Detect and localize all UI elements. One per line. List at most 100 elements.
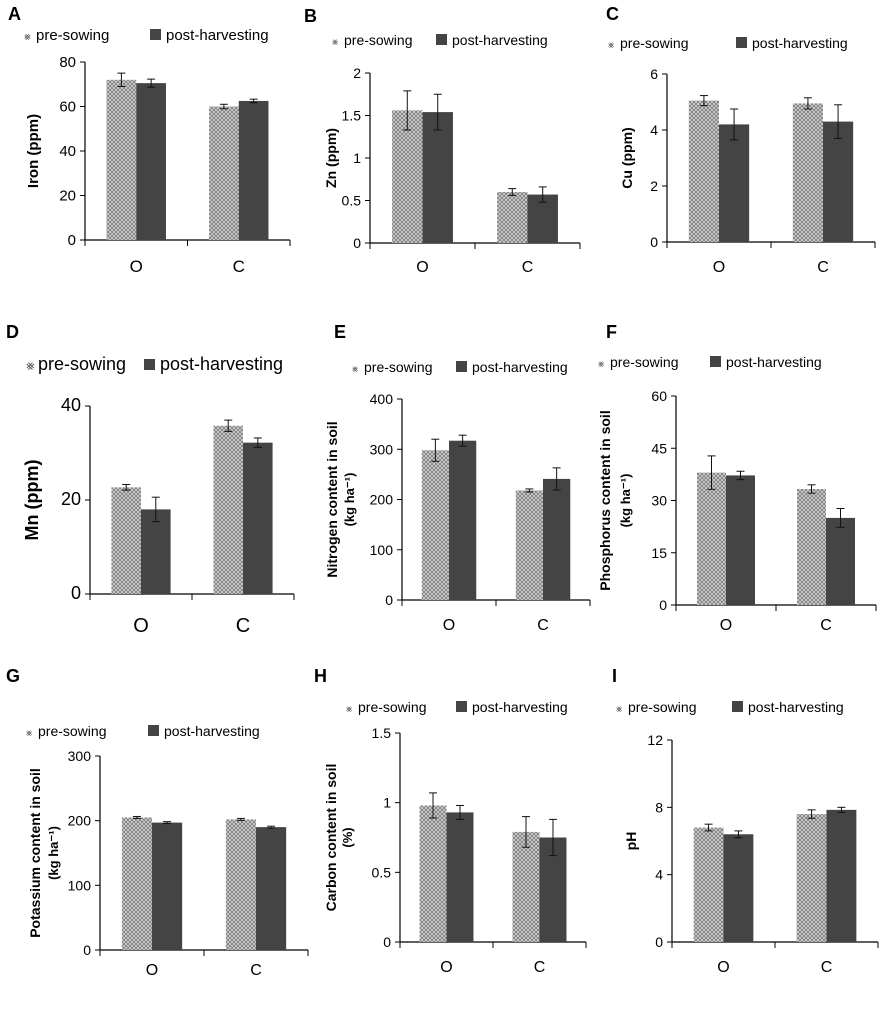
legend-swatch-post-harvesting bbox=[148, 725, 159, 736]
legend-swatch-pre-sowing-glyph: ⨳ bbox=[332, 37, 338, 48]
panel-label: G bbox=[6, 666, 20, 686]
panel-label: C bbox=[606, 4, 619, 24]
x-category-label: O bbox=[720, 617, 732, 634]
legend-label-pre-sowing: pre-sowing bbox=[38, 354, 126, 374]
y-tick-label: 60 bbox=[651, 388, 667, 404]
legend-swatch-post-harvesting bbox=[150, 29, 161, 40]
panel-a: A⨳ pre-sowing post-harvesting 0 20 40 60 80 O C Ir… bbox=[8, 4, 291, 276]
bar-post-harvesting-c bbox=[823, 121, 854, 242]
bar-post-harvesting-o bbox=[446, 812, 474, 942]
y-tick-label: 4 bbox=[650, 122, 658, 138]
y-tick-label: 100 bbox=[68, 877, 92, 893]
bar-post-harvesting-o bbox=[152, 822, 183, 950]
y-axis-label: pH bbox=[623, 832, 639, 851]
bar-pre-sowing-c bbox=[225, 819, 256, 950]
panel-label: E bbox=[334, 322, 346, 342]
y-tick-label: 0 bbox=[71, 583, 81, 603]
bar-pre-sowing-c bbox=[497, 192, 528, 243]
y-axis-label: Nitrogen content in soil bbox=[324, 421, 340, 577]
panel-b: B ⨳ pre-sowing post-harvesting 0 0.5 1 1.5 2 O C Zn… bbox=[304, 6, 581, 276]
legend-swatch-post-harvesting bbox=[710, 356, 721, 367]
y-tick-label: 0.5 bbox=[372, 864, 392, 880]
x-category-label: C bbox=[817, 259, 829, 276]
y-axis-label: Phosphorus content in soil bbox=[597, 410, 613, 590]
legend-swatch-pre-sowing-glyph: ⨳ bbox=[352, 364, 358, 375]
legend-swatch-pre-sowing-glyph: ⨳ bbox=[346, 704, 352, 715]
bar-pre-sowing-c bbox=[515, 490, 543, 600]
y-tick-label: 20 bbox=[61, 489, 81, 509]
bar-post-harvesting-o bbox=[719, 124, 750, 242]
bar-post-harvesting-c bbox=[826, 517, 855, 605]
x-category-label: C bbox=[820, 617, 832, 634]
legend-label-pre-sowing: pre-sowing bbox=[628, 699, 696, 715]
y-axis-label-units: (%) bbox=[340, 827, 355, 847]
legend-label-post-harvesting: post-harvesting bbox=[164, 723, 260, 739]
legend-swatch-pre-sowing-glyph: ⨳ bbox=[598, 359, 604, 370]
x-category-label: C bbox=[236, 615, 250, 637]
y-tick-label: 300 bbox=[370, 441, 394, 457]
legend-label-pre-sowing: pre-sowing bbox=[620, 35, 688, 51]
legend-label-pre-sowing: pre-sowing bbox=[36, 27, 109, 44]
bar-post-harvesting-c bbox=[256, 827, 287, 950]
x-category-label: O bbox=[443, 617, 455, 634]
y-tick-label: 0 bbox=[385, 592, 393, 608]
y-axis-label: Potassium content in soil bbox=[27, 768, 43, 938]
bar-pre-sowing-o bbox=[392, 110, 423, 244]
y-axis-label-units: (kg ha⁻¹) bbox=[46, 826, 61, 880]
x-category-label: C bbox=[250, 962, 262, 979]
bar-pre-sowing-c bbox=[512, 831, 540, 942]
bar-pre-sowing-o bbox=[111, 487, 141, 594]
y-tick-label: 200 bbox=[68, 813, 92, 829]
x-category-label: O bbox=[130, 257, 143, 276]
y-axis-label-units: (kg ha⁻¹) bbox=[342, 473, 357, 527]
x-category-label: O bbox=[717, 959, 729, 976]
y-tick-label: 0 bbox=[383, 934, 391, 950]
y-tick-label: 1 bbox=[383, 795, 391, 811]
panel-h: H ⨳ pre-sowing post-harvesting 0 0.5 1 1.5 O C Car… bbox=[314, 666, 587, 976]
y-tick-label: 200 bbox=[370, 492, 394, 508]
x-category-label: C bbox=[821, 959, 833, 976]
y-tick-label: 2 bbox=[353, 65, 361, 81]
y-axis-label: Mn (ppm) bbox=[22, 460, 42, 541]
bar-pre-sowing-o bbox=[697, 472, 726, 605]
legend-label-pre-sowing: pre-sowing bbox=[364, 359, 432, 375]
panel-e: E ⨳ pre-sowing post-harvesting 0 100 200 300 400… bbox=[324, 322, 591, 634]
legend-swatch-post-harvesting bbox=[436, 34, 447, 45]
y-axis-label: Carbon content in soil bbox=[323, 764, 339, 912]
y-tick-label: 1 bbox=[353, 150, 361, 166]
panel-f: F ⨳ pre-sowing post-harvesting 0 15 30 45 60 O C Ph… bbox=[597, 322, 877, 634]
bar-post-harvesting-o bbox=[422, 112, 453, 243]
panel-label: B bbox=[304, 6, 317, 26]
y-tick-label: 400 bbox=[370, 391, 394, 407]
legend-swatch-post-harvesting bbox=[732, 701, 743, 712]
legend-label-pre-sowing: pre-sowing bbox=[358, 699, 426, 715]
y-tick-label: 40 bbox=[61, 395, 81, 415]
y-tick-label: 60 bbox=[59, 99, 76, 116]
y-tick-label: 1.5 bbox=[372, 725, 392, 741]
legend-swatch-post-harvesting bbox=[456, 701, 467, 712]
bar-pre-sowing-o bbox=[688, 100, 719, 242]
legend-label-pre-sowing: pre-sowing bbox=[610, 354, 678, 370]
y-tick-label: 6 bbox=[650, 66, 658, 82]
bar-pre-sowing-c bbox=[796, 814, 827, 942]
bar-pre-sowing-o bbox=[419, 805, 447, 942]
x-category-label: C bbox=[534, 959, 546, 976]
y-axis-label: Iron (ppm) bbox=[25, 114, 42, 188]
y-tick-label: 20 bbox=[59, 188, 76, 205]
panel-c: C ⨳ pre-sowing post-harvesting 0 2 4 6 O C Cu (ppm… bbox=[606, 4, 876, 276]
panel-i: I ⨳ pre-sowing post-harvesting 0 4 8 12 O CpH bbox=[612, 666, 879, 976]
bar-post-harvesting-c bbox=[543, 478, 571, 600]
legend-swatch-pre-sowing-glyph: ⨳ bbox=[26, 728, 32, 739]
y-axis-label: Cu (ppm) bbox=[619, 127, 635, 188]
y-tick-label: 2 bbox=[650, 178, 658, 194]
y-tick-label: 30 bbox=[651, 493, 667, 509]
x-category-label: C bbox=[233, 257, 245, 276]
y-tick-label: 0 bbox=[659, 597, 667, 613]
legend-label-post-harvesting: post-harvesting bbox=[748, 699, 844, 715]
legend-swatch-pre-sowing-glyph: ⨳ bbox=[608, 40, 614, 51]
y-tick-label: 0 bbox=[655, 934, 663, 950]
x-category-label: O bbox=[133, 615, 149, 637]
y-tick-label: 8 bbox=[655, 799, 663, 815]
x-category-label: O bbox=[416, 259, 428, 276]
legend-label-post-harvesting: post-harvesting bbox=[472, 699, 568, 715]
